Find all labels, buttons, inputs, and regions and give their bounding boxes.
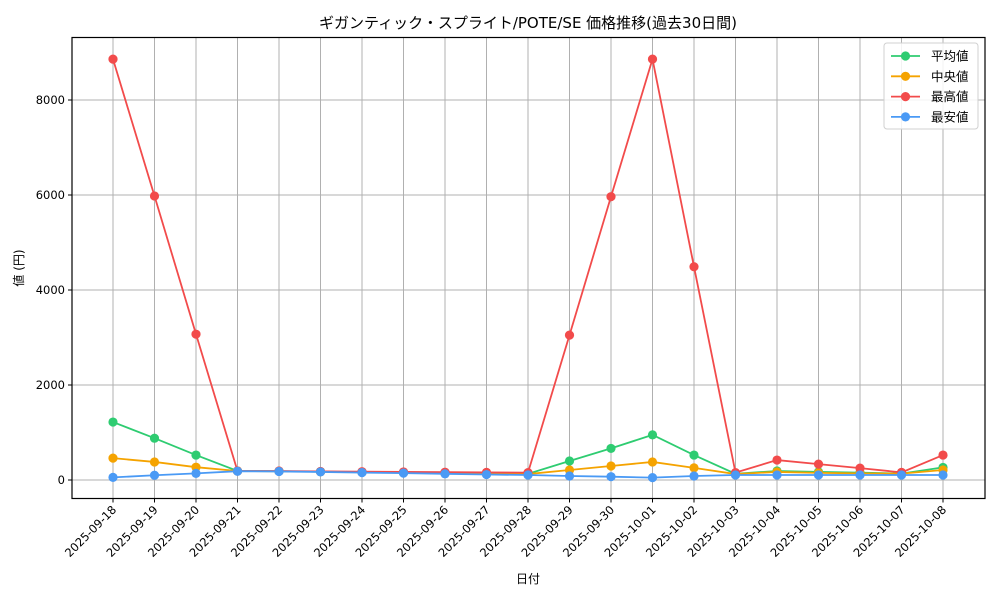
data-point-marker [896, 470, 907, 480]
data-point-marker [689, 450, 699, 460]
chart-title: ギガンティック・スプライト/POTE/SE 価格推移(過去30日間) [319, 14, 737, 32]
y-axis-label: 値 (円) [11, 249, 26, 286]
series-3 [108, 466, 948, 483]
data-point-marker [191, 329, 201, 339]
y-tick-label: 6000 [36, 188, 65, 202]
data-point-marker [191, 468, 201, 478]
data-series [108, 54, 948, 483]
data-point-marker [274, 466, 284, 477]
legend-item: 平均値 [891, 49, 969, 64]
data-point-marker [149, 433, 160, 443]
data-point-marker [398, 468, 409, 478]
data-point-marker [108, 472, 118, 482]
legend-marker-icon [900, 92, 911, 102]
legend-marker-icon [900, 51, 911, 61]
data-point-marker [772, 455, 782, 465]
data-point-marker [606, 192, 616, 202]
data-point-marker [606, 461, 616, 471]
data-point-marker [689, 262, 699, 272]
data-point-marker [232, 466, 243, 476]
data-point-marker [108, 54, 118, 64]
x-axis-label: 日付 [516, 572, 540, 586]
data-point-marker [191, 450, 201, 460]
data-point-marker [730, 470, 741, 480]
grid-lines [72, 37, 985, 499]
data-point-marker [606, 443, 616, 454]
legend-marker-icon [900, 112, 911, 122]
data-point-marker [440, 469, 450, 479]
legend-marker-icon [900, 71, 911, 81]
legend-label: 最安値 [931, 109, 969, 124]
data-point-marker [813, 470, 824, 480]
data-point-marker [149, 191, 160, 201]
legend-label: 最高値 [931, 89, 969, 104]
legend-box [883, 42, 979, 130]
data-point-marker [855, 463, 865, 473]
data-point-marker [564, 330, 575, 340]
data-point-marker [647, 430, 658, 440]
data-point-marker [647, 54, 658, 64]
y-tick-label: 8000 [36, 93, 65, 107]
data-point-marker [149, 457, 160, 467]
data-point-marker [564, 456, 575, 466]
data-point-marker [647, 457, 658, 467]
data-point-marker [108, 417, 118, 427]
legend-item: 最高値 [891, 89, 969, 104]
data-point-marker [938, 470, 948, 480]
data-point-marker [813, 459, 824, 469]
legend-item: 中央値 [891, 69, 969, 84]
data-point-marker [772, 470, 782, 480]
data-point-marker [523, 470, 533, 480]
data-point-marker [149, 470, 160, 480]
x-axis-ticks: 2025-09-182025-09-192025-09-202025-09-21… [62, 498, 949, 560]
data-point-marker [606, 472, 616, 482]
data-point-marker [855, 470, 865, 480]
y-tick-label: 2000 [36, 378, 65, 392]
data-point-marker [315, 467, 326, 477]
data-point-marker [108, 453, 118, 463]
y-tick-label: 4000 [36, 283, 65, 297]
legend-item: 最安値 [891, 109, 969, 124]
legend-label: 平均値 [931, 49, 969, 64]
data-point-marker [647, 473, 658, 483]
y-tick-label: 0 [58, 473, 65, 487]
legend-label: 中央値 [931, 69, 969, 84]
data-point-marker [938, 450, 948, 460]
data-point-marker [564, 471, 575, 481]
data-point-marker [481, 469, 492, 480]
data-point-marker [689, 463, 699, 473]
data-point-marker [689, 471, 699, 481]
data-point-marker [357, 468, 367, 478]
y-axis-ticks: 0 2000 4000 6000 8000 [36, 93, 72, 487]
